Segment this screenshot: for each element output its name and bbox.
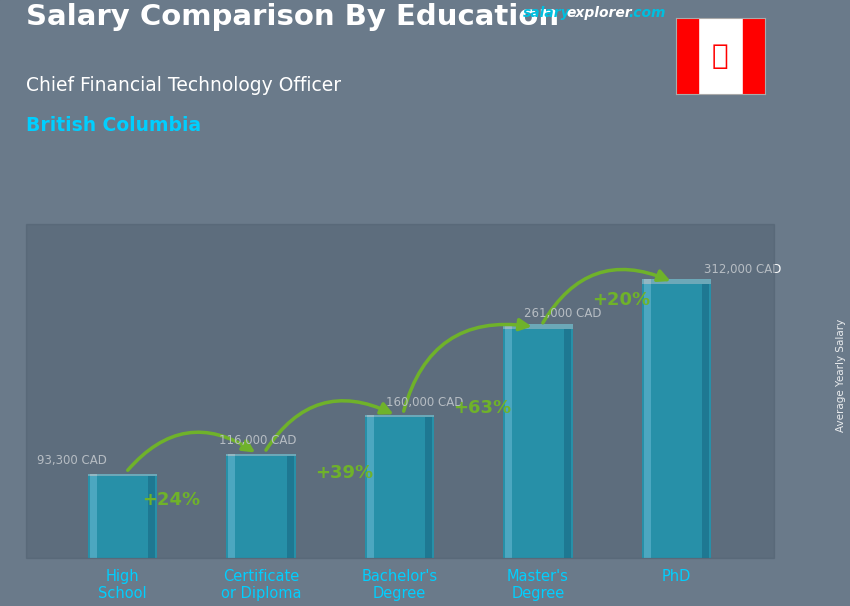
- Text: 116,000 CAD: 116,000 CAD: [219, 435, 297, 447]
- Bar: [367, 415, 374, 417]
- Bar: [367, 417, 374, 558]
- FancyArrowPatch shape: [543, 270, 667, 323]
- Bar: [90, 474, 97, 476]
- Text: 93,300 CAD: 93,300 CAD: [37, 454, 106, 467]
- Text: +39%: +39%: [315, 464, 373, 482]
- Bar: [226, 456, 296, 558]
- Text: salary: salary: [523, 6, 570, 20]
- Bar: [644, 284, 651, 558]
- Bar: [676, 18, 698, 94]
- Text: Chief Financial Technology Officer: Chief Financial Technology Officer: [26, 76, 341, 95]
- Text: 🍁: 🍁: [712, 42, 728, 70]
- Bar: [286, 456, 293, 558]
- Bar: [88, 476, 157, 558]
- Text: +20%: +20%: [592, 291, 650, 309]
- Bar: [365, 417, 434, 558]
- FancyArrowPatch shape: [404, 320, 528, 411]
- Bar: [229, 456, 235, 558]
- Bar: [743, 18, 765, 94]
- Text: Average Yearly Salary: Average Yearly Salary: [836, 319, 846, 432]
- Bar: [229, 454, 235, 456]
- Bar: [425, 417, 432, 558]
- Bar: [642, 279, 711, 284]
- FancyArrowPatch shape: [128, 432, 252, 470]
- Bar: [702, 284, 709, 558]
- Text: Salary Comparison By Education: Salary Comparison By Education: [26, 3, 558, 31]
- Bar: [503, 324, 573, 328]
- Bar: [226, 454, 296, 456]
- Bar: [564, 328, 570, 558]
- FancyArrowPatch shape: [266, 401, 390, 450]
- Bar: [642, 284, 711, 558]
- Text: 312,000 CAD: 312,000 CAD: [705, 262, 782, 276]
- Text: +63%: +63%: [454, 399, 512, 417]
- Bar: [506, 324, 513, 328]
- Bar: [644, 279, 651, 284]
- Text: British Columbia: British Columbia: [26, 116, 201, 135]
- Bar: [90, 476, 97, 558]
- Text: +24%: +24%: [142, 491, 200, 509]
- Text: 261,000 CAD: 261,000 CAD: [524, 307, 602, 320]
- Bar: [506, 328, 513, 558]
- Bar: [503, 328, 573, 558]
- Bar: [88, 474, 157, 476]
- Text: explorer: explorer: [567, 6, 632, 20]
- Text: .com: .com: [628, 6, 666, 20]
- Bar: [148, 476, 155, 558]
- Text: 160,000 CAD: 160,000 CAD: [386, 396, 463, 409]
- Bar: [365, 415, 434, 417]
